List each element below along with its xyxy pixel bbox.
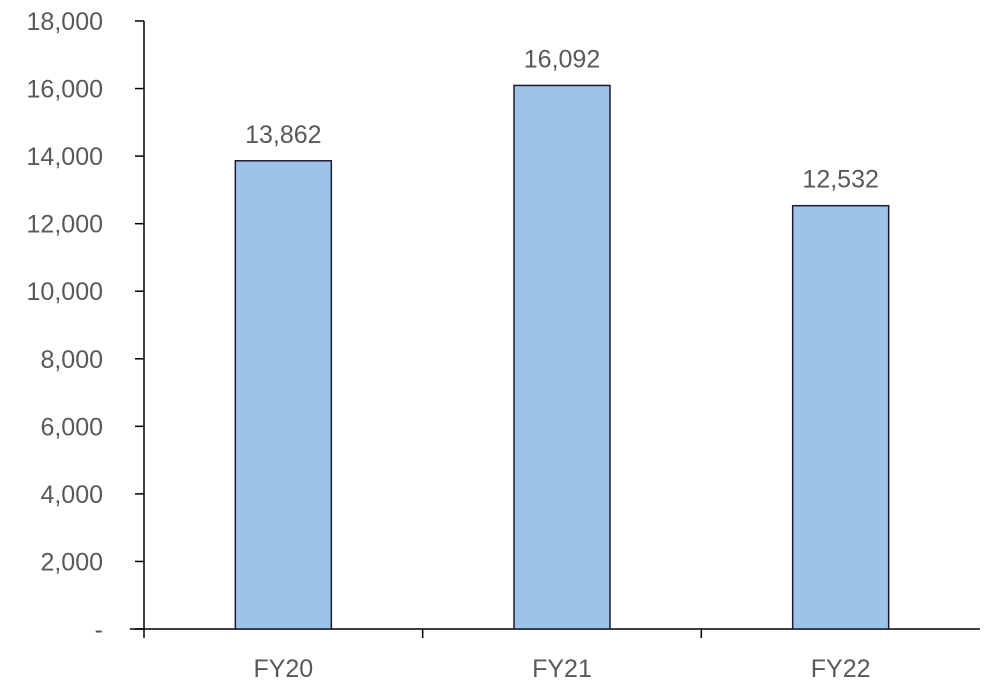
bars: 13,862 16,092 12,532 <box>234 45 890 630</box>
y-tick-label: 2,000 <box>40 548 103 576</box>
data-label: 13,862 <box>245 121 321 149</box>
data-label: 16,092 <box>524 45 600 73</box>
y-axis: - 2,000 4,000 6,000 8,000 10,000 12,000 14,000 1… <box>27 8 145 644</box>
y-tick-label: 10,000 <box>27 278 103 306</box>
data-label: 12,532 <box>802 166 878 194</box>
x-tick-label: FY20 <box>253 655 313 683</box>
y-tick-label: 16,000 <box>27 76 103 104</box>
y-tick-label: 14,000 <box>27 143 103 171</box>
x-tick-label: FY21 <box>532 655 592 683</box>
y-tick-label: 8,000 <box>40 346 103 374</box>
y-tick-label: - <box>95 616 103 644</box>
y-tick-label: 6,000 <box>40 413 103 441</box>
y-tick-label: 4,000 <box>40 481 103 509</box>
y-tick-label: 12,000 <box>27 211 103 239</box>
x-tick-label: FY22 <box>811 655 871 683</box>
x-axis: FY20 FY21 FY22 <box>130 628 980 683</box>
bar-fy22 <box>791 204 890 630</box>
bar-fy20 <box>234 160 333 630</box>
y-tick-label: 18,000 <box>27 8 103 36</box>
bar-fy21 <box>513 84 611 630</box>
